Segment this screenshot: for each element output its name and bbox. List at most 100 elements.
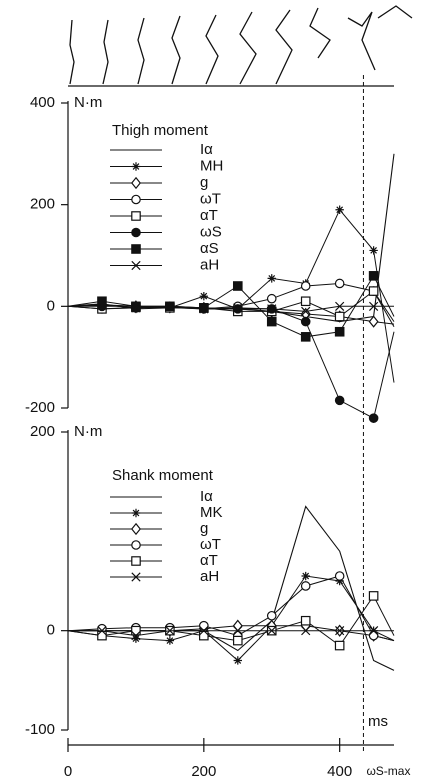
marker <box>199 620 209 631</box>
marker <box>300 581 311 591</box>
marker <box>368 413 379 423</box>
x-tick-label: 200 <box>191 763 216 780</box>
y-tick-label: 200 <box>30 423 55 440</box>
marker <box>300 296 311 307</box>
marker <box>199 291 209 301</box>
marker <box>334 571 345 581</box>
marker <box>369 626 379 636</box>
marker <box>334 395 345 406</box>
series-line <box>67 153 395 323</box>
legend-label: ωT <box>200 190 221 207</box>
marker <box>131 540 141 550</box>
marker <box>131 211 141 221</box>
marker <box>368 286 379 296</box>
marker <box>97 626 107 636</box>
reference-label: ωS-max <box>366 764 410 778</box>
legend-label: Iα <box>200 141 213 158</box>
marker <box>199 626 209 636</box>
marker <box>131 508 141 518</box>
marker <box>368 591 379 601</box>
legend-label: ωS <box>200 223 222 240</box>
marker <box>97 300 107 310</box>
marker <box>369 301 379 311</box>
marker <box>199 303 209 313</box>
marker <box>301 626 311 636</box>
marker <box>334 278 345 289</box>
marker <box>233 303 243 313</box>
legend-label: aH <box>200 568 219 585</box>
marker <box>334 326 345 337</box>
y-tick-label: -100 <box>25 721 55 738</box>
marker <box>165 301 175 311</box>
y-tick-label: 0 <box>47 622 55 639</box>
marker <box>131 303 141 313</box>
marker <box>266 316 277 327</box>
marker <box>232 635 243 646</box>
legend-label: ωT <box>200 536 221 553</box>
marker <box>233 626 243 636</box>
marker <box>301 571 310 581</box>
y-tick-label: 0 <box>47 297 55 314</box>
marker <box>131 572 141 582</box>
chart-title: Thigh moment <box>112 122 209 139</box>
marker <box>232 304 243 314</box>
series-line <box>67 575 395 662</box>
marker <box>368 271 379 281</box>
marker <box>131 631 141 641</box>
legend-label: αT <box>200 552 218 569</box>
legend-label: αS <box>200 240 219 257</box>
legend-label: Iα <box>200 488 213 505</box>
marker <box>199 630 209 641</box>
marker <box>334 311 345 322</box>
marker <box>232 619 243 632</box>
legend-label: g <box>200 520 208 537</box>
y-tick-label: 400 <box>30 94 55 111</box>
marker <box>335 626 345 636</box>
marker <box>131 634 141 643</box>
marker <box>131 227 141 238</box>
legend-label: g <box>200 174 208 191</box>
legend-label: MH <box>200 157 223 174</box>
marker <box>369 246 378 255</box>
y-axis-label: N·m <box>74 94 102 111</box>
legend-label: MK <box>200 504 223 521</box>
legend-label: aH <box>200 256 219 273</box>
x-tick-label: 0 <box>64 763 72 780</box>
marker <box>131 260 141 271</box>
series-line <box>67 594 395 647</box>
marker <box>131 162 141 171</box>
marker <box>335 576 344 586</box>
marker <box>233 656 242 665</box>
marker <box>131 625 141 636</box>
marker <box>335 301 345 311</box>
marker <box>368 630 379 641</box>
marker <box>368 315 379 328</box>
legend-label: αT <box>200 207 218 224</box>
marker <box>334 640 345 651</box>
marker <box>199 304 209 314</box>
marker <box>300 316 311 327</box>
marker <box>300 281 311 291</box>
marker <box>301 306 311 317</box>
series-line <box>67 282 395 322</box>
marker <box>131 176 141 190</box>
marker <box>131 556 141 566</box>
series-line <box>67 208 395 383</box>
chart-title: Shank moment <box>112 467 214 484</box>
marker <box>165 626 175 636</box>
marker <box>131 194 141 205</box>
marker <box>335 205 344 214</box>
marker <box>266 293 277 304</box>
x-tick-label: 400 <box>327 763 352 780</box>
marker <box>266 610 277 621</box>
marker <box>165 636 175 645</box>
marker <box>300 615 311 626</box>
marker <box>97 630 107 641</box>
marker <box>300 332 311 342</box>
marker <box>131 301 141 312</box>
y-axis-label: N·m <box>74 423 102 440</box>
y-tick-label: -200 <box>25 399 55 416</box>
marker <box>131 244 141 254</box>
stick-figures <box>68 5 413 87</box>
